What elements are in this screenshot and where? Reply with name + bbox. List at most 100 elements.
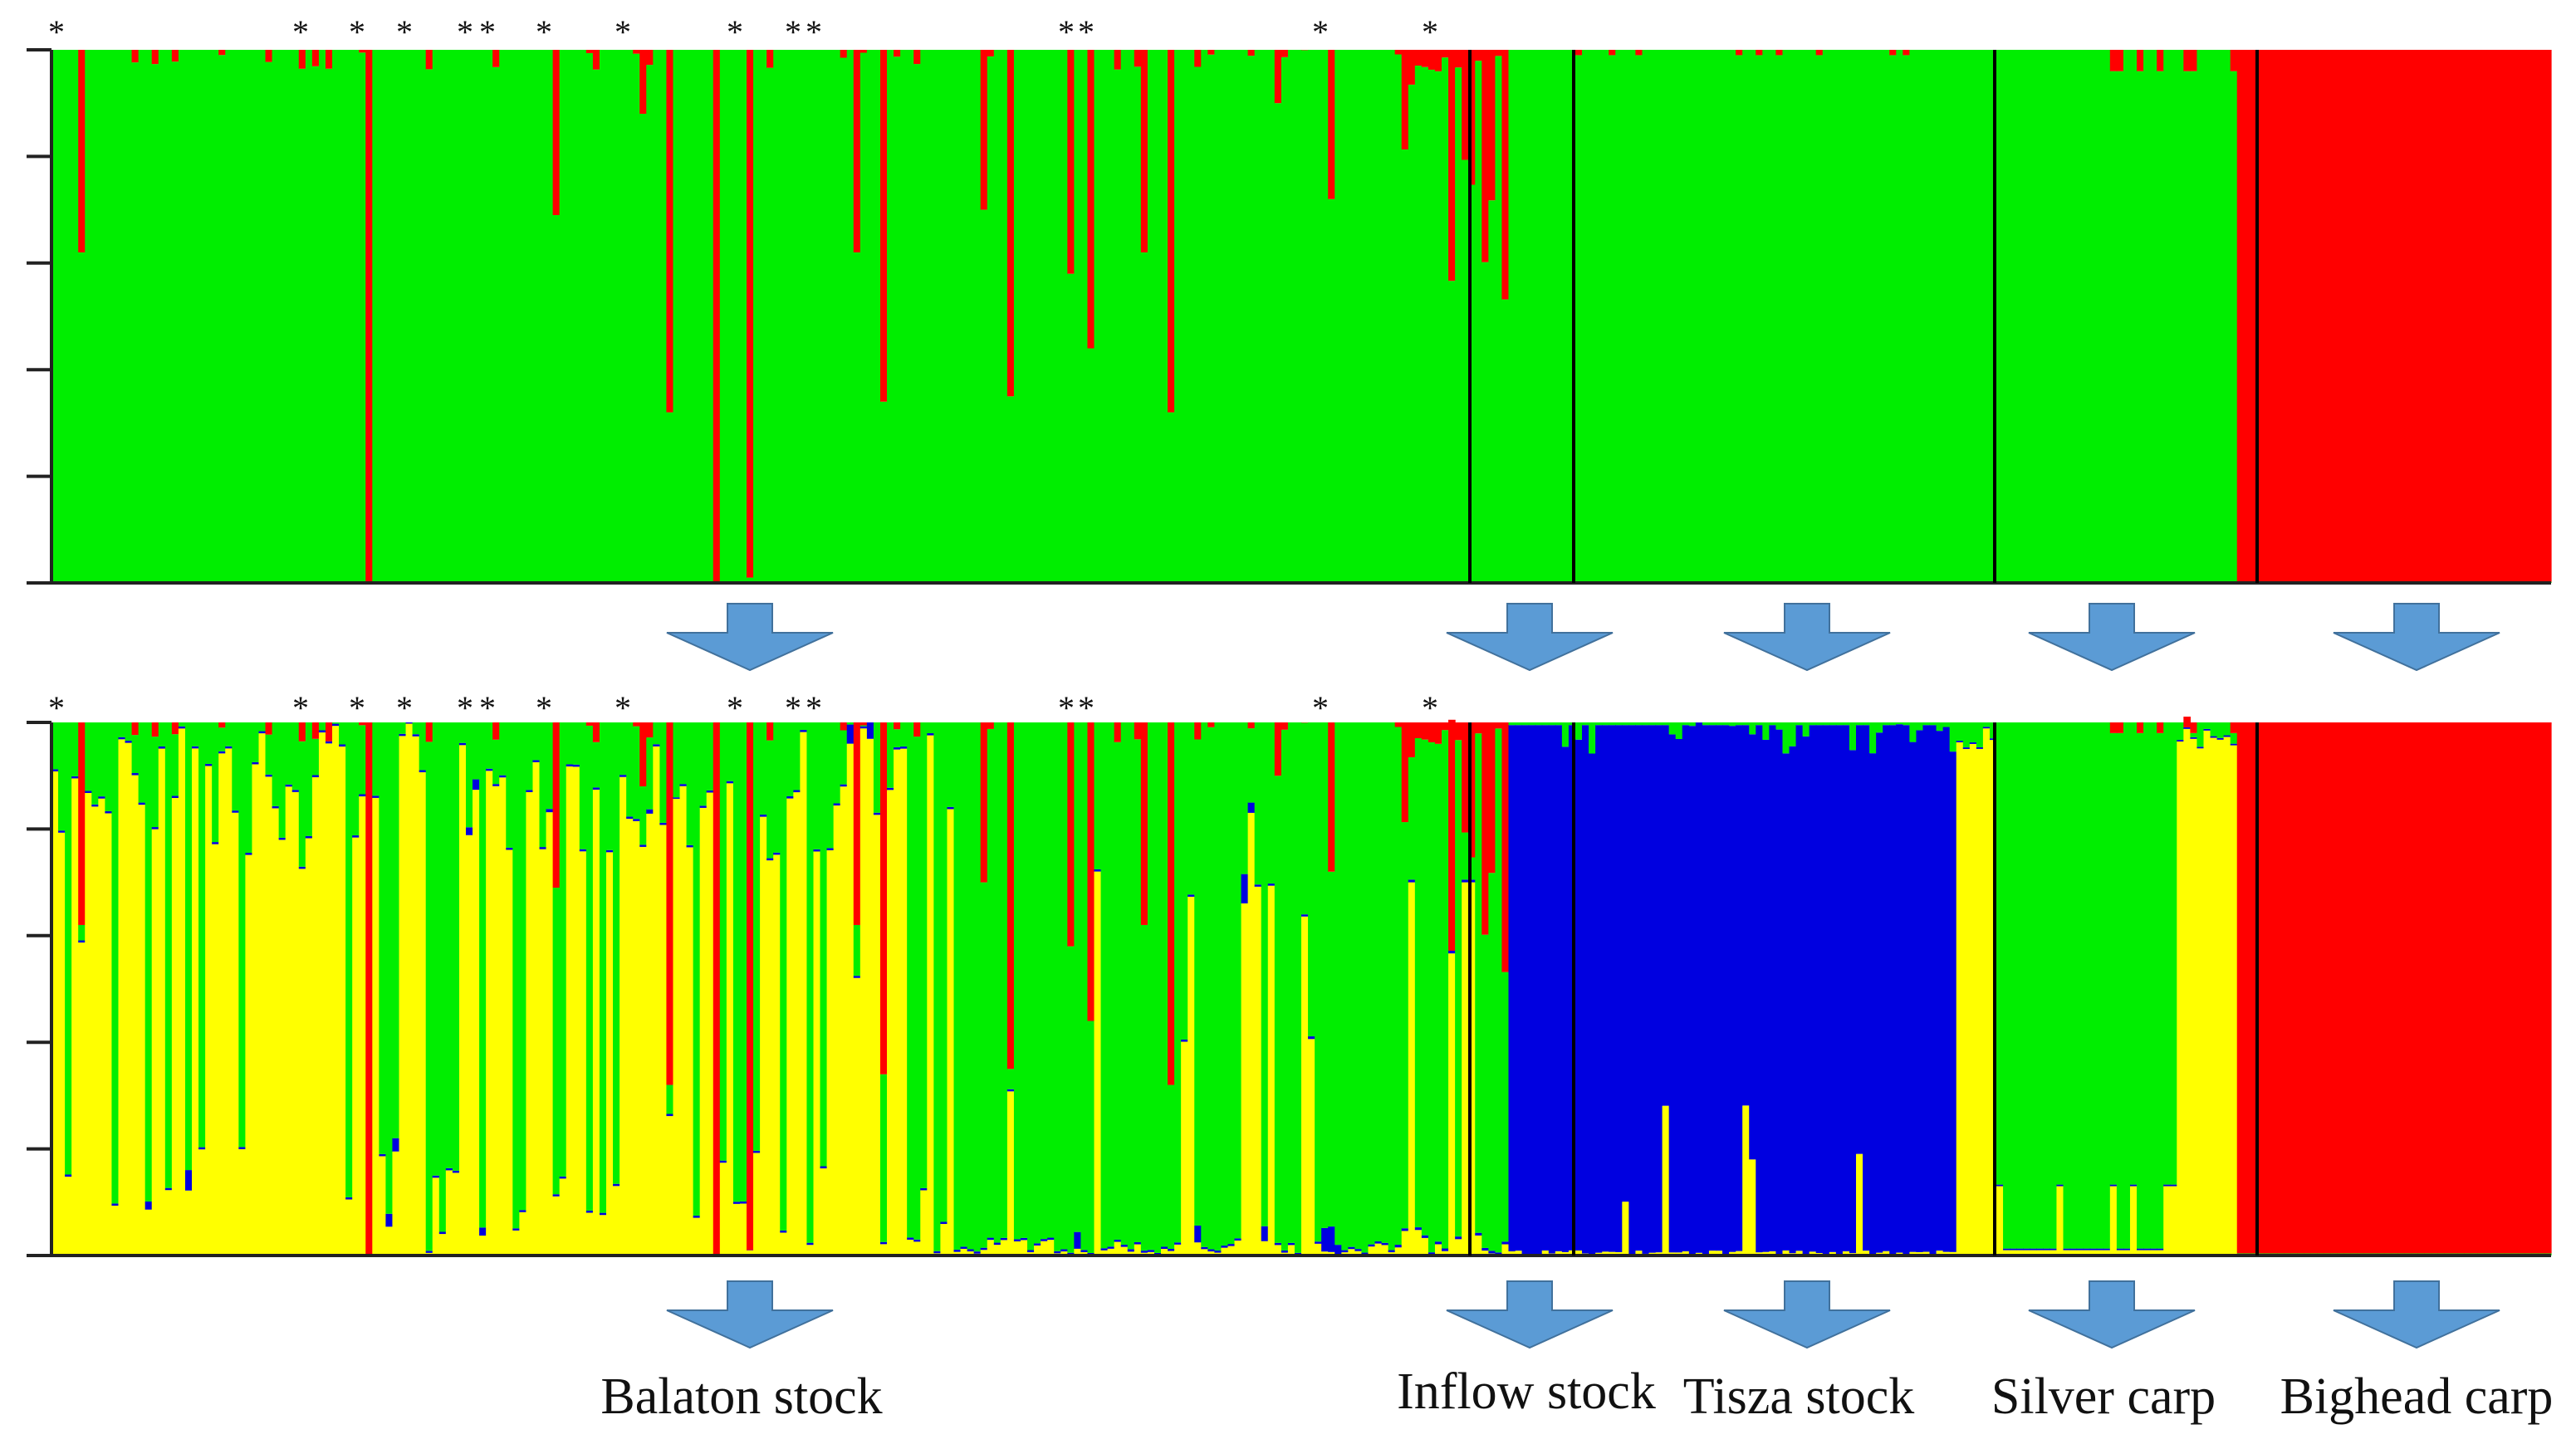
bar-segment-green: [592, 69, 600, 583]
bar-segment-red: [2457, 50, 2465, 582]
bar-segment-green: [1114, 742, 1122, 1240]
bar-segment-green: [385, 50, 394, 583]
bar-segment-green: [1328, 198, 1335, 583]
bar-segment-blue: [1274, 1242, 1282, 1246]
bar-segment-yellow: [198, 1149, 206, 1256]
bar-segment-yellow: [1715, 1251, 1723, 1256]
bar-segment-red: [1140, 50, 1148, 252]
bar-segment-red: [1448, 50, 1456, 281]
bar-segment-green: [144, 50, 153, 583]
asterisk-mark: *: [785, 13, 801, 51]
bar-segment-yellow: [2036, 1250, 2044, 1256]
bar-segment-blue: [1013, 1239, 1021, 1241]
bar-segment-green: [1889, 55, 1897, 584]
bar-segment-green: [1241, 722, 1249, 874]
bar-segment-green: [2089, 722, 2098, 1249]
bar-segment-green: [2109, 71, 2118, 584]
bar-segment-red: [639, 50, 647, 115]
bar-segment-red: [1448, 719, 1456, 951]
bar-segment-red: [1756, 50, 1763, 56]
bar-segment-red: [2471, 722, 2479, 1254]
asterisk-mark: *: [536, 13, 552, 51]
bar-segment-green: [900, 50, 908, 583]
bar-segment-green: [1648, 722, 1657, 726]
bar-segment-blue: [1835, 725, 1844, 1255]
bar-segment-yellow: [2056, 1186, 2064, 1256]
bar-segment-green: [452, 722, 460, 1171]
bar-segment-green: [131, 735, 140, 773]
bar-segment-green: [1789, 722, 1797, 746]
bar-segment-yellow: [178, 728, 186, 1256]
bar-segment-blue: [546, 809, 554, 813]
bar-segment-green: [2036, 50, 2044, 583]
bar-segment-red: [646, 722, 654, 738]
bar-segment-yellow: [125, 742, 133, 1256]
bar-segment-red: [2410, 722, 2418, 1254]
bar-segment-green: [1508, 50, 1516, 583]
bar-segment-red: [2377, 722, 2385, 1254]
bar-segment-yellow: [1074, 1248, 1082, 1256]
bar-segment-blue: [1628, 725, 1637, 1256]
bar-segment-green: [1521, 50, 1530, 583]
bar-segment-yellow: [2230, 745, 2238, 1256]
bar-segment-blue: [2177, 740, 2184, 742]
bar-segment-red: [218, 50, 226, 56]
bar-segment-green: [993, 722, 1002, 1243]
bar-segment-green: [178, 722, 186, 727]
bar-segment-blue: [419, 770, 427, 773]
bar-segment-red: [265, 50, 273, 62]
bar-segment-yellow: [58, 832, 66, 1256]
bar-segment-red: [2363, 722, 2372, 1254]
bar-segment-green: [613, 50, 620, 583]
bar-segment-red: [2397, 50, 2405, 582]
bar-segment-green: [1140, 252, 1148, 583]
bar-segment-green: [1829, 722, 1837, 726]
bar-segment-green: [1956, 50, 1964, 583]
bar-segment-green: [2137, 732, 2144, 1249]
bar-segment-green: [2143, 50, 2151, 583]
bar-segment-green: [1388, 50, 1396, 583]
bar-segment-green: [1027, 722, 1035, 1251]
bar-segment-blue: [2043, 1248, 2050, 1251]
bar-segment-green: [1348, 722, 1355, 1247]
bar-segment-blue: [1194, 1226, 1202, 1243]
bar-segment-yellow: [686, 847, 694, 1256]
bar-segment-blue: [866, 722, 874, 739]
bar-segment-red: [2370, 50, 2378, 582]
bar-segment-green: [2163, 50, 2171, 583]
bar-segment-blue: [2030, 1248, 2037, 1251]
bar-segment-green: [900, 722, 908, 747]
asterisk-mark: *: [1312, 689, 1329, 727]
bar-segment-yellow: [506, 849, 513, 1256]
bar-segment-green: [452, 50, 460, 583]
bar-segment-green: [539, 50, 547, 583]
bar-segment-yellow: [285, 786, 293, 1256]
bar-segment-blue: [486, 768, 493, 771]
bar-segment-red: [2183, 717, 2191, 727]
bar-segment-blue: [1849, 750, 1857, 1254]
bar-segment-yellow: [1501, 1244, 1510, 1256]
bar-segment-blue: [1548, 725, 1556, 1254]
bar-segment-green: [1548, 722, 1556, 726]
bar-segment-yellow: [532, 761, 541, 1256]
bar-segment-green: [1067, 273, 1075, 583]
bar-segment-red: [131, 722, 140, 736]
bar-segment-green: [305, 50, 313, 583]
bar-segment-red: [2510, 722, 2519, 1254]
bar-segment-blue: [846, 724, 855, 744]
bar-segment-blue: [1047, 1237, 1055, 1241]
bar-segment-green: [1849, 722, 1857, 751]
bar-segment-yellow: [2150, 1250, 2157, 1256]
bar-segment-green: [592, 742, 600, 788]
bar-segment-green: [1715, 50, 1723, 583]
bar-segment-green: [291, 722, 300, 791]
bar-segment-green: [1041, 722, 1048, 1240]
bar-segment-yellow: [920, 1190, 928, 1256]
bar-segment-green: [98, 50, 105, 583]
bar-segment-green: [546, 50, 554, 583]
bar-segment-green: [1047, 50, 1055, 583]
bar-segment-green: [1876, 722, 1883, 733]
bar-segment-green: [2203, 50, 2211, 583]
bar-segment-yellow: [859, 728, 868, 1256]
